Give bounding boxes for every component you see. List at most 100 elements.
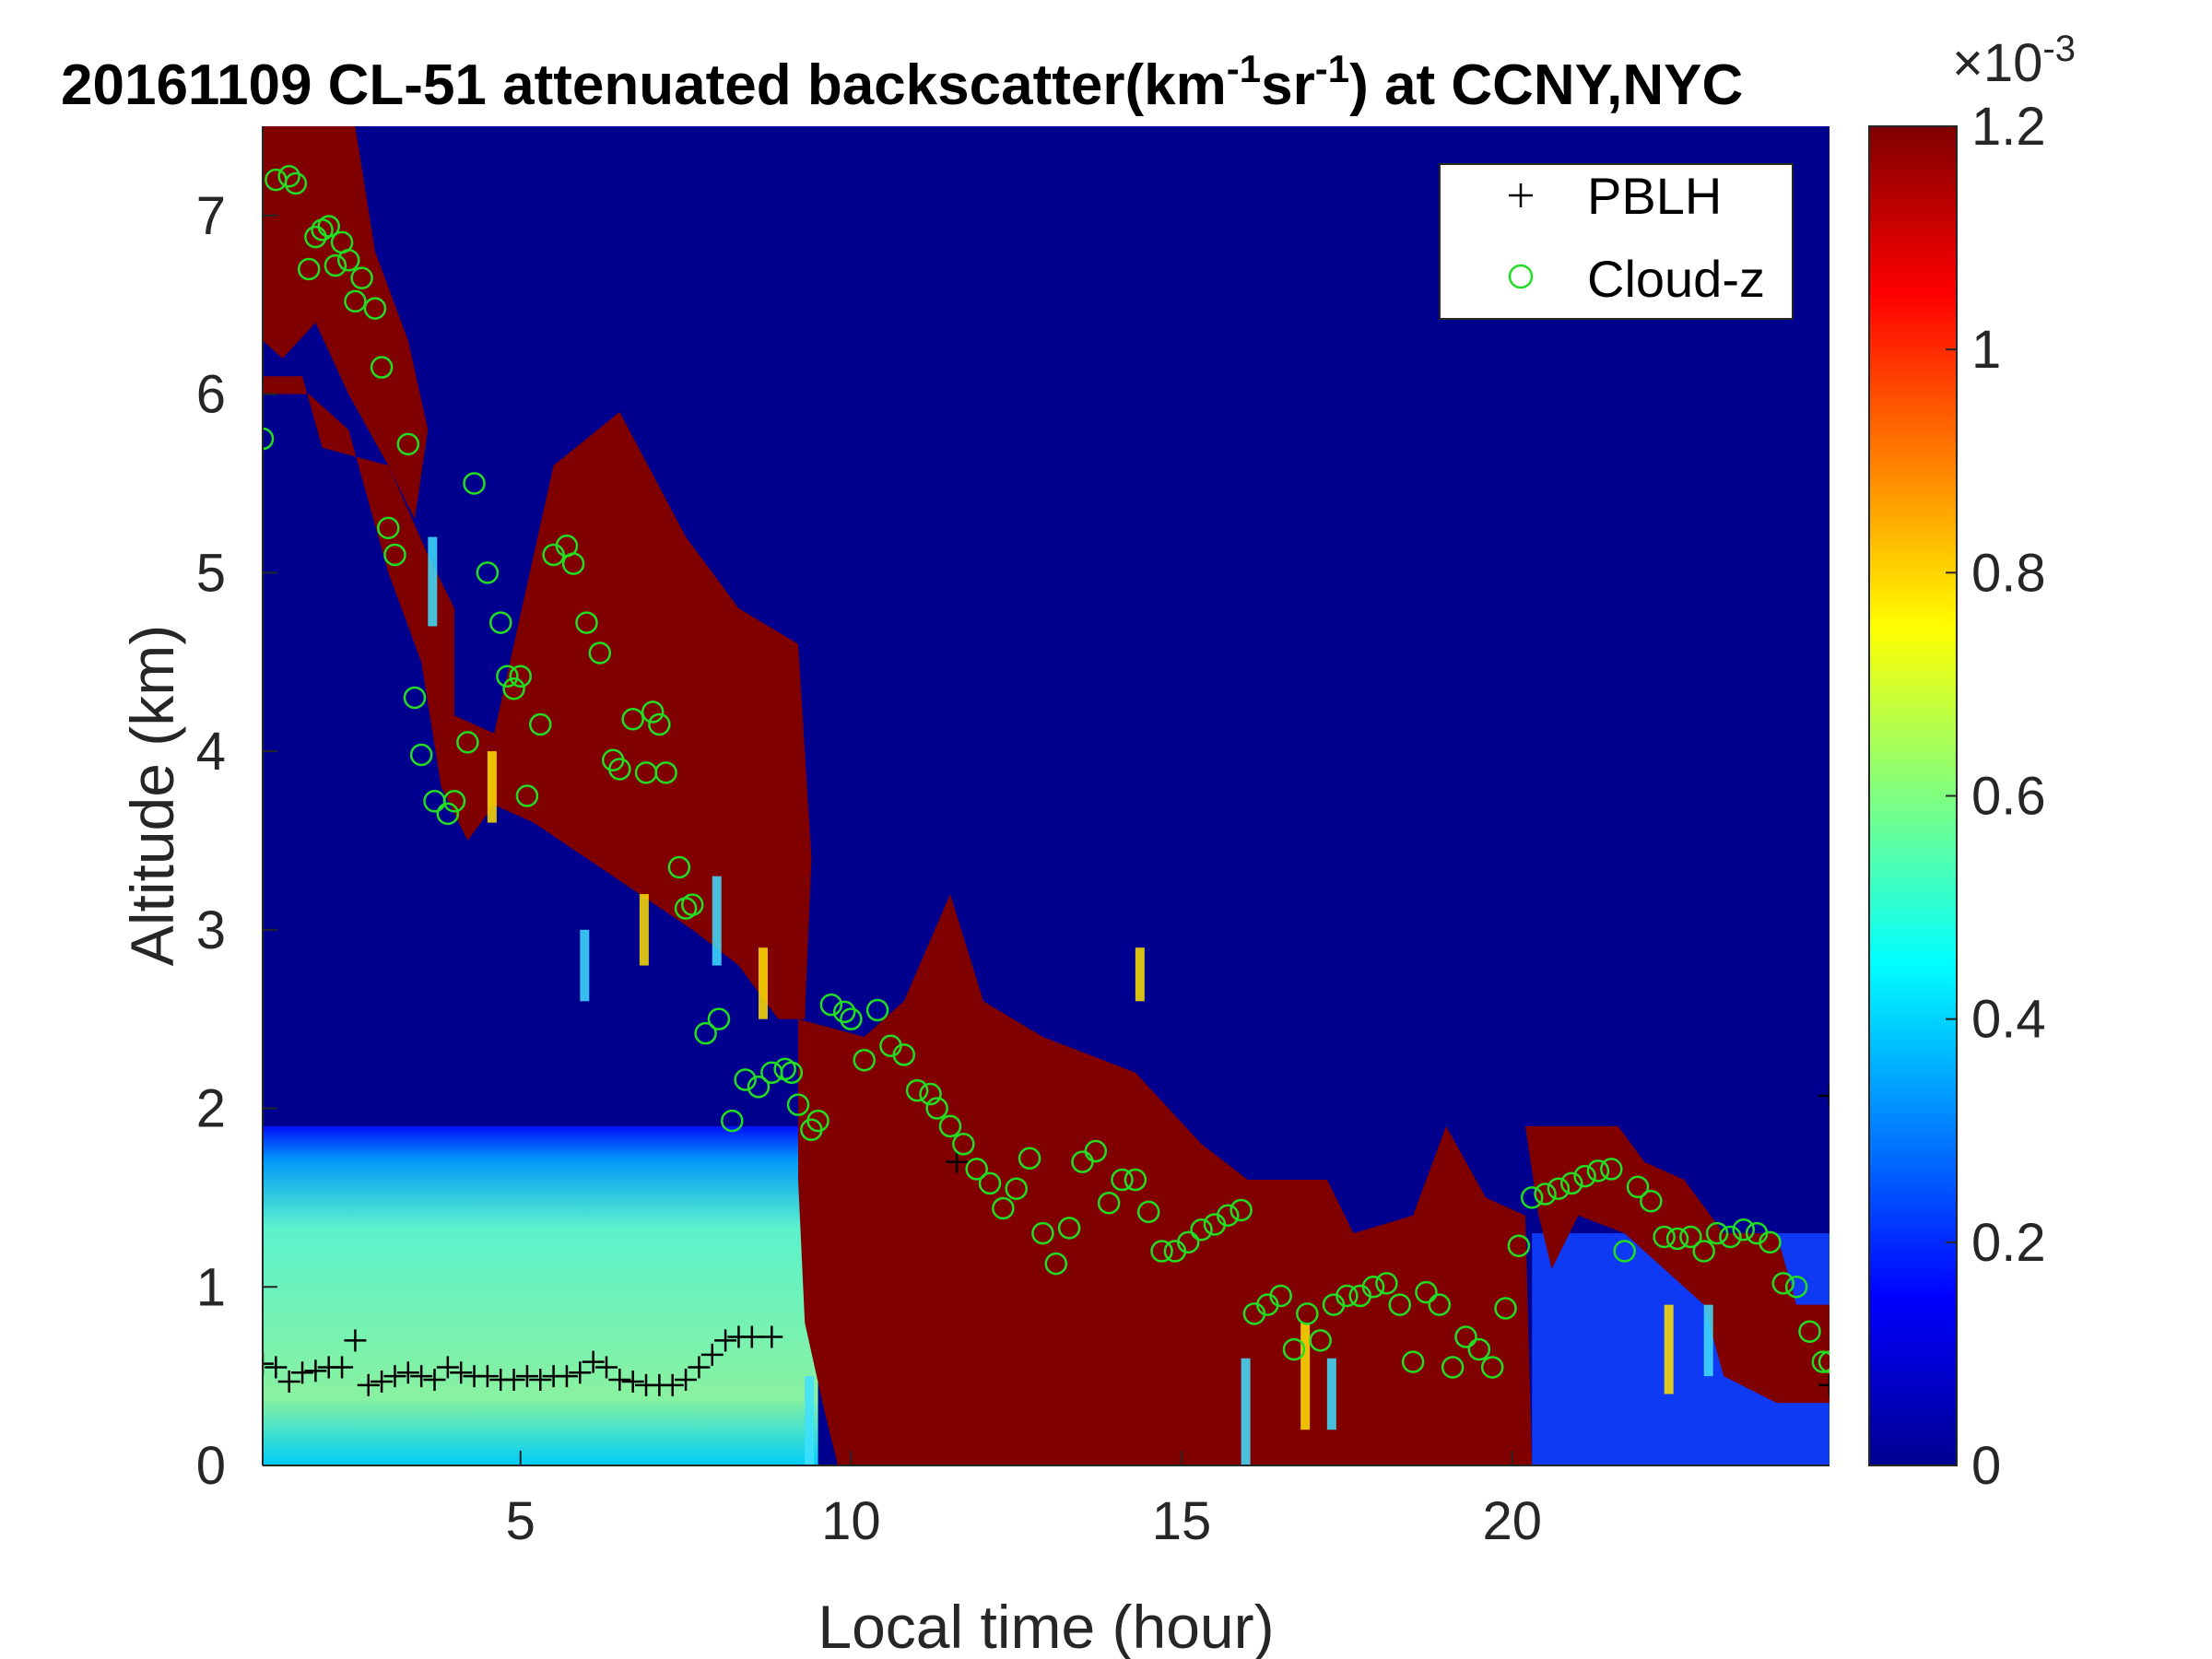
legend-marker-pblh (1509, 183, 1533, 207)
cloud-z-point (707, 1007, 731, 1030)
cloud-edge-streak (428, 536, 438, 627)
cloud-z-point (1818, 1350, 1830, 1373)
cloud-z-point (1573, 1164, 1596, 1188)
cloud-z-point (502, 677, 525, 700)
y-axis-label: Altitude (km) (118, 625, 186, 966)
y-tick-label: 5 (196, 543, 226, 603)
cloud-edge-streak (639, 894, 649, 966)
pblh-point (357, 1373, 380, 1396)
y-tick-label: 3 (196, 900, 226, 960)
y-tick-label: 1 (196, 1257, 226, 1317)
pblh-point (1818, 1084, 1830, 1107)
cloud-z-point (1653, 1225, 1676, 1249)
cloud-z-point (925, 1097, 948, 1120)
colorbar-tick-label: 0.6 (1971, 767, 2046, 827)
cloud-z-point (1759, 1230, 1782, 1254)
cloud-z-point (363, 297, 387, 320)
pblh-point (582, 1350, 605, 1373)
colorbar: 0 0.2 0.4 0.6 0.8 1 1.2 ×10-3 (1868, 29, 2076, 1496)
cloud-z-point (1811, 1350, 1830, 1373)
colorbar-tick-label: 0.8 (1971, 543, 2046, 603)
cloud-edge-streak (1300, 1323, 1311, 1430)
cloud-z-point (1084, 1139, 1108, 1163)
cloud-z-point (297, 257, 321, 281)
cloud-z-point (1217, 1204, 1240, 1228)
pblh-point (594, 1356, 618, 1379)
cloud-z-point (780, 1061, 804, 1085)
title-middle: sr (1261, 53, 1315, 117)
cloud-z-point (747, 1076, 771, 1099)
cloud-z-point (1044, 1252, 1068, 1276)
cloud-z-point (1111, 1168, 1134, 1192)
cloud-z-point (680, 893, 704, 916)
legend: PBLH Cloud-z (1439, 163, 1794, 320)
x-axis-label: Local time (hour) (818, 1593, 1274, 1659)
cloud-z-point (1230, 1198, 1253, 1222)
plot-area (263, 126, 1830, 1465)
cloud-z-point (396, 432, 420, 456)
y-axis: 0 1 2 3 4 5 6 7 (196, 126, 277, 1496)
colorbar-tick-label: 0 (1971, 1436, 2001, 1496)
cloud-edge-streak (1241, 1358, 1251, 1465)
cloud-z-point (1705, 1221, 1729, 1245)
cloud-z-point (561, 552, 585, 575)
colorbar-tick-label: 0.4 (1971, 990, 2046, 1050)
cloud-z-point (641, 700, 665, 724)
cloud-z-point (1005, 1177, 1028, 1200)
pblh-point (714, 1329, 737, 1352)
pblh-point (740, 1325, 763, 1348)
colorbar-tick-label: 1 (1971, 320, 2001, 380)
colorbar-ticks: 0 0.2 0.4 0.6 0.8 1 1.2 (1946, 97, 2046, 1496)
cloud-z-point (978, 1171, 1002, 1195)
cloud-z-point (317, 215, 340, 238)
cloud-edge-streak (1703, 1304, 1713, 1377)
x-axis: 5 10 15 20 (263, 1451, 1830, 1551)
colorbar-exponent: ×10-3 (1952, 29, 2076, 93)
cloud-z-point (1771, 1272, 1795, 1295)
pblh-point (344, 1329, 367, 1352)
cloud-z-point (509, 665, 532, 688)
pblh-point (569, 1361, 592, 1384)
cloud-z-point (1560, 1171, 1583, 1195)
cloud-z-point (284, 171, 308, 195)
x-tick-label: 20 (1482, 1491, 1542, 1551)
legend-box (1439, 163, 1794, 320)
pblh-point (476, 1365, 499, 1388)
cloud-z-point (1798, 1320, 1821, 1343)
pblh-point (410, 1365, 433, 1388)
colorbar-exponent-power: -3 (2042, 29, 2076, 69)
pblh-point (423, 1369, 446, 1392)
cloud-z-point (654, 761, 677, 784)
y-tick-label: 4 (196, 722, 226, 782)
x-tick-label: 15 (1152, 1491, 1212, 1551)
cloud-z-point (1415, 1280, 1438, 1304)
cloud-z-point (1784, 1276, 1808, 1299)
cloud-z-point (840, 1007, 863, 1030)
cloud-z-point (575, 611, 598, 634)
x-tick-label: 10 (821, 1491, 881, 1551)
x-tick-label: 5 (506, 1491, 535, 1551)
cloud-z-point (336, 249, 360, 272)
boundary-layer-band (263, 1125, 818, 1465)
cloud-z-point (1507, 1234, 1531, 1257)
cloud-z-point (1097, 1191, 1121, 1215)
pblh-point (555, 1365, 578, 1388)
pblh-point (396, 1361, 419, 1384)
cloud-z-point (1190, 1218, 1213, 1241)
cloud-z-point (1176, 1230, 1200, 1254)
cloud-edge-streak (487, 751, 497, 823)
cloud-z-point (1640, 1190, 1663, 1213)
title-sup-1: -1 (1227, 47, 1261, 90)
cloud-z-point (277, 164, 300, 188)
cloud-z-point (1692, 1240, 1715, 1263)
cloud-z-point (1282, 1337, 1306, 1361)
pblh-point (331, 1356, 354, 1379)
cloud-z-point (667, 855, 691, 879)
title-sup-2: -1 (1315, 47, 1349, 90)
y-tick-label: 2 (196, 1079, 226, 1139)
cloud-edge-streak (1326, 1358, 1336, 1430)
cloud-z-point (409, 743, 433, 767)
cloud-z-point (832, 1000, 856, 1024)
cloud-z-point (1480, 1356, 1504, 1379)
